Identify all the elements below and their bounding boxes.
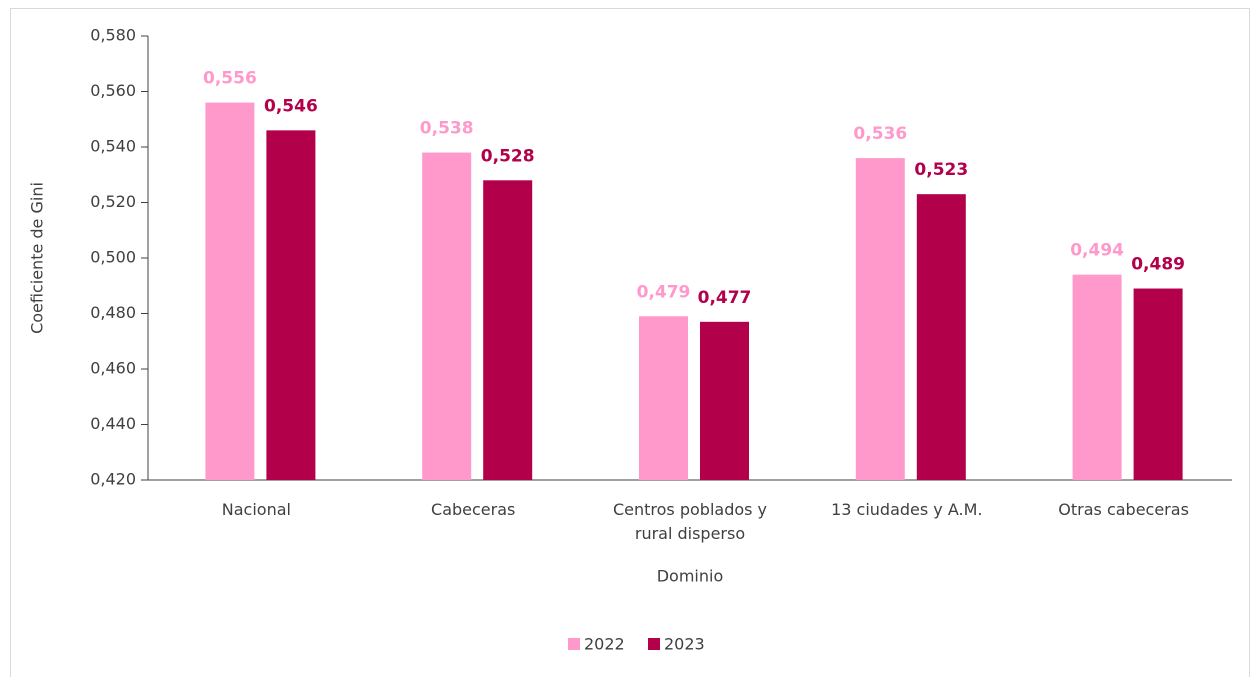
- y-tick-label: 0,520: [90, 192, 136, 211]
- bar: [1133, 288, 1183, 480]
- legend-label: 2022: [584, 635, 625, 654]
- y-tick-label: 0,460: [90, 359, 136, 378]
- data-label: 0,538: [420, 119, 474, 139]
- x-tick-label: 13 ciudades y A.M.: [831, 500, 983, 519]
- y-tick-label: 0,540: [90, 137, 136, 156]
- y-tick-label: 0,560: [90, 81, 136, 100]
- legend-swatch: [568, 638, 580, 650]
- x-axis-title: Dominio: [657, 567, 724, 586]
- data-label: 0,528: [481, 146, 535, 166]
- y-tick-label: 0,480: [90, 303, 136, 322]
- y-tick-label: 0,580: [90, 26, 136, 45]
- data-label: 0,536: [853, 124, 907, 144]
- y-tick-label: 0,420: [90, 470, 136, 489]
- data-label: 0,479: [637, 282, 691, 302]
- data-label: 0,489: [1131, 255, 1185, 275]
- bar: [916, 194, 966, 481]
- data-label: 0,477: [698, 288, 752, 308]
- x-tick-label: Cabeceras: [431, 500, 516, 519]
- bar: [483, 180, 533, 481]
- bar: [205, 102, 255, 480]
- x-tick-label: Otras cabeceras: [1058, 500, 1189, 519]
- bar: [1072, 274, 1122, 480]
- x-tick-label: Centros poblados y rural disperso: [612, 500, 768, 543]
- legend-label: 2023: [664, 635, 705, 654]
- bar: [422, 152, 472, 481]
- data-label: 0,523: [914, 160, 968, 180]
- data-label: 0,546: [264, 96, 318, 116]
- x-tick-label: Nacional: [221, 500, 291, 519]
- bar: [266, 130, 316, 480]
- chart-frame: [10, 8, 1250, 677]
- legend-swatch: [648, 638, 660, 650]
- bar: [700, 321, 749, 480]
- bar: [639, 316, 688, 480]
- y-tick-label: 0,500: [90, 248, 136, 267]
- data-label: 0,556: [203, 69, 257, 89]
- y-axis-title: Coeficiente de Gini: [28, 182, 47, 334]
- data-label: 0,494: [1070, 241, 1124, 261]
- y-tick-label: 0,440: [90, 414, 136, 433]
- bar: [855, 158, 905, 480]
